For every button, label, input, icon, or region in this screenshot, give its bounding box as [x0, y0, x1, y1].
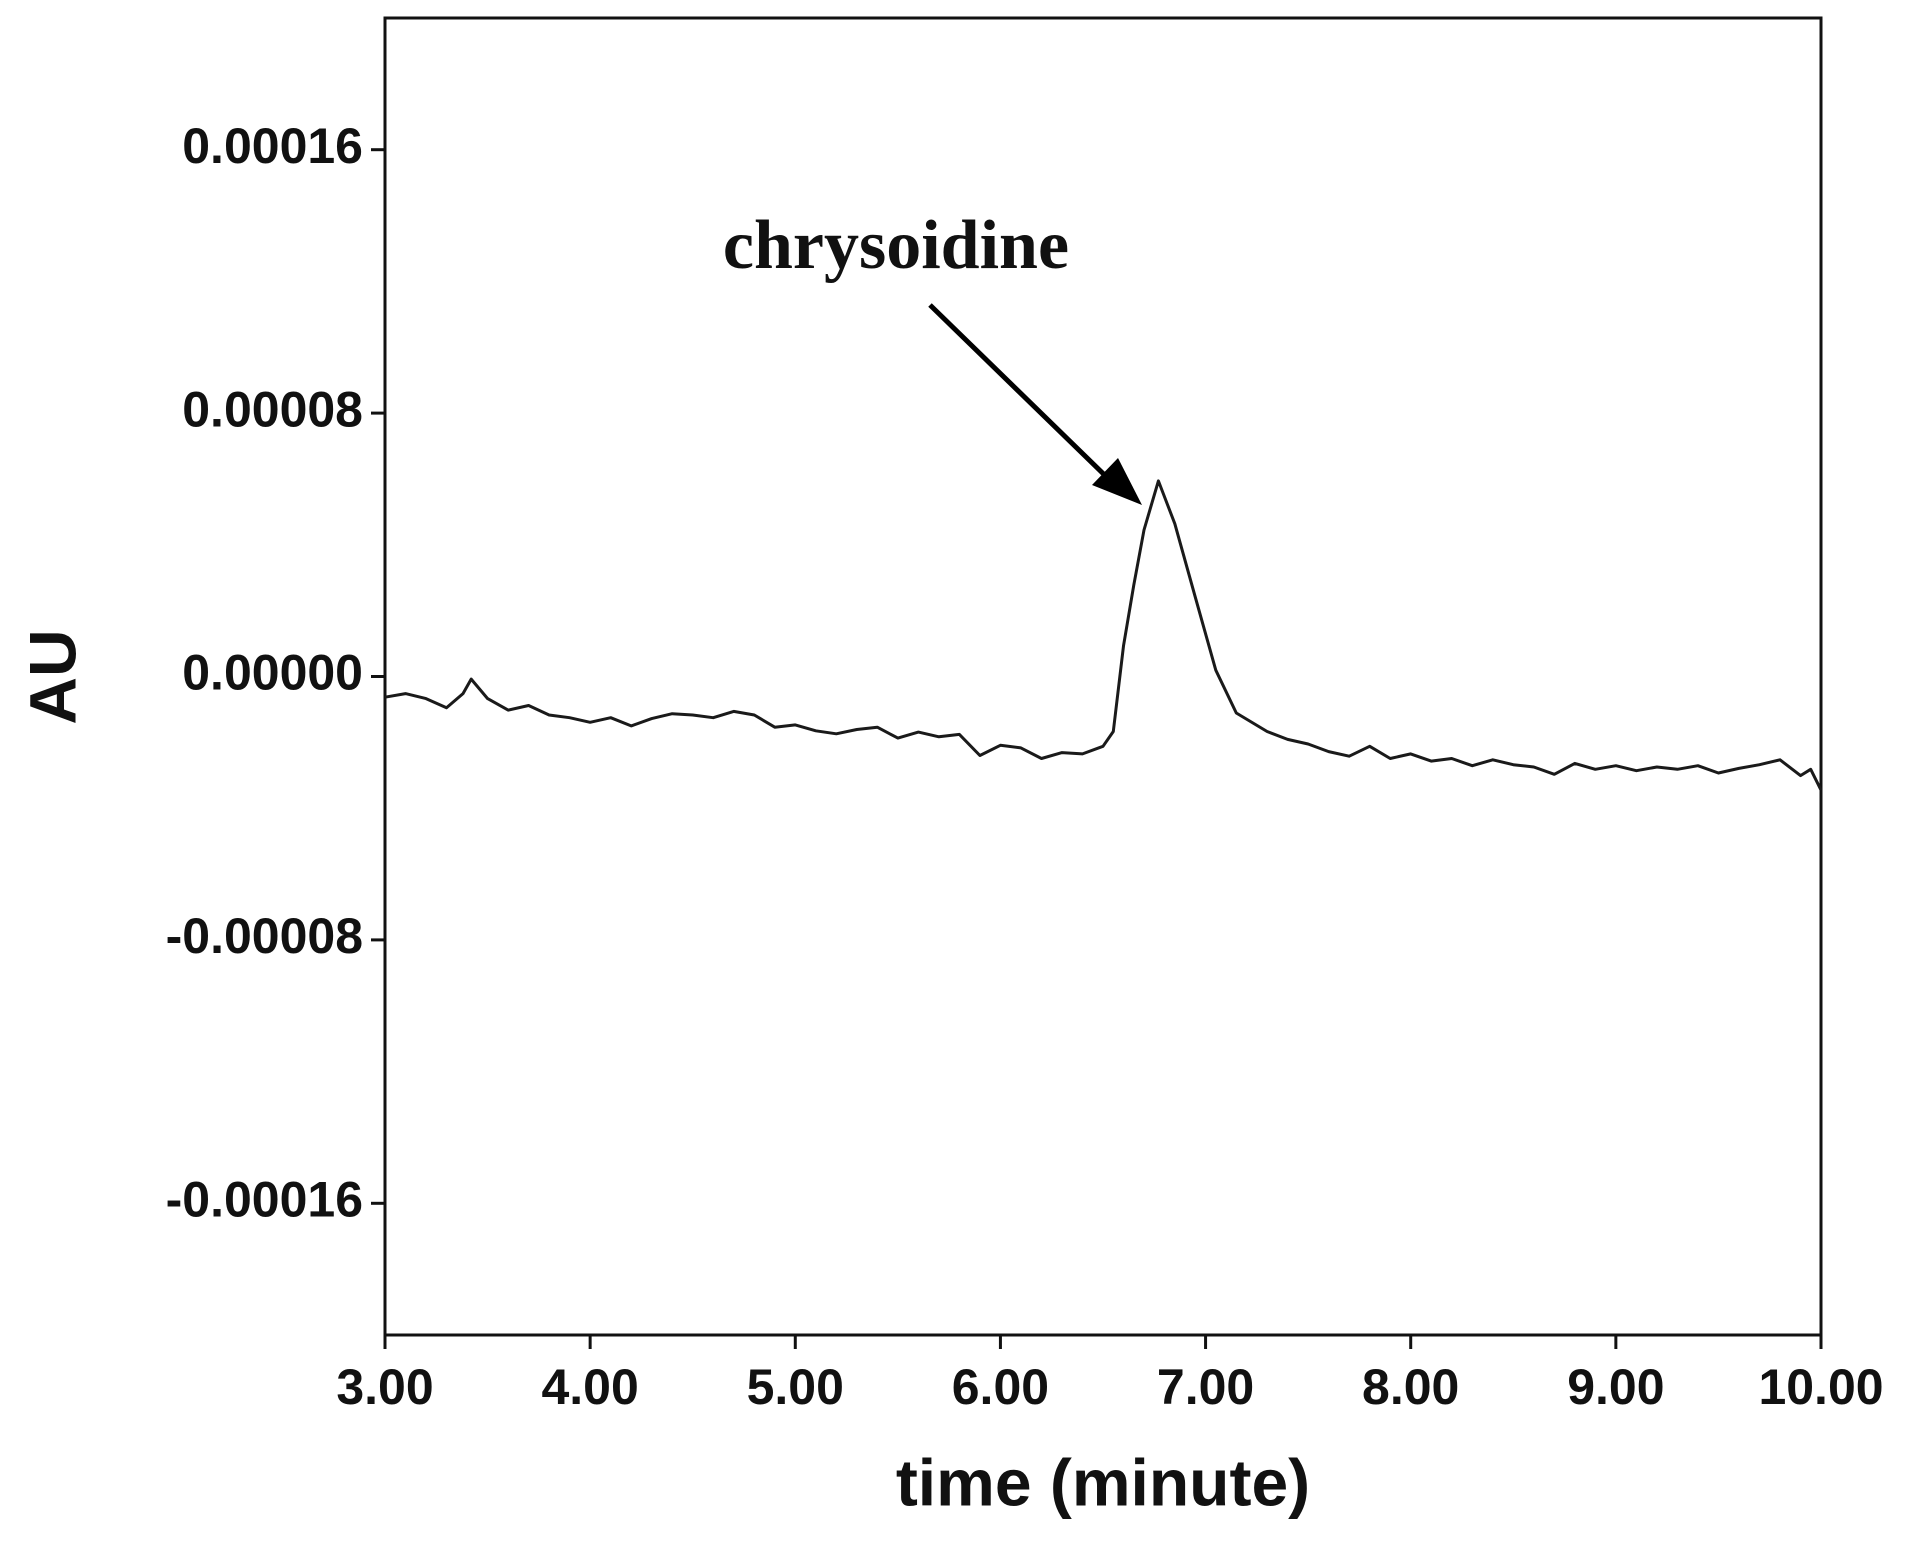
plot-frame: [383, 16, 1823, 1337]
x-tick-label: 9.00: [1567, 1359, 1664, 1415]
annotation: chrysoidine: [723, 207, 1069, 284]
x-tick-label: 3.00: [336, 1359, 433, 1415]
y-axis-label: AU: [15, 629, 89, 724]
x-tick-label: 5.00: [747, 1359, 844, 1415]
x-tick-label: 8.00: [1362, 1359, 1459, 1415]
arrow-head: [1092, 458, 1142, 505]
y-tick-label: 0.00008: [182, 381, 363, 437]
trace: [384, 479, 1823, 791]
x-tick-label: 10.00: [1758, 1359, 1883, 1415]
annotation-arrow: [928, 303, 1122, 492]
y-tick-label: 0.00016: [182, 118, 363, 174]
x-tick-label: 7.00: [1157, 1359, 1254, 1415]
x-axis-label: time (minute): [896, 1445, 1310, 1519]
x-tick-label: 4.00: [541, 1359, 638, 1415]
y-tick-label: -0.00008: [166, 908, 363, 964]
y-tick-label: -0.00016: [166, 1172, 363, 1228]
x-tick-label: 6.00: [952, 1359, 1049, 1415]
y-tick-label: 0.00000: [182, 645, 363, 701]
